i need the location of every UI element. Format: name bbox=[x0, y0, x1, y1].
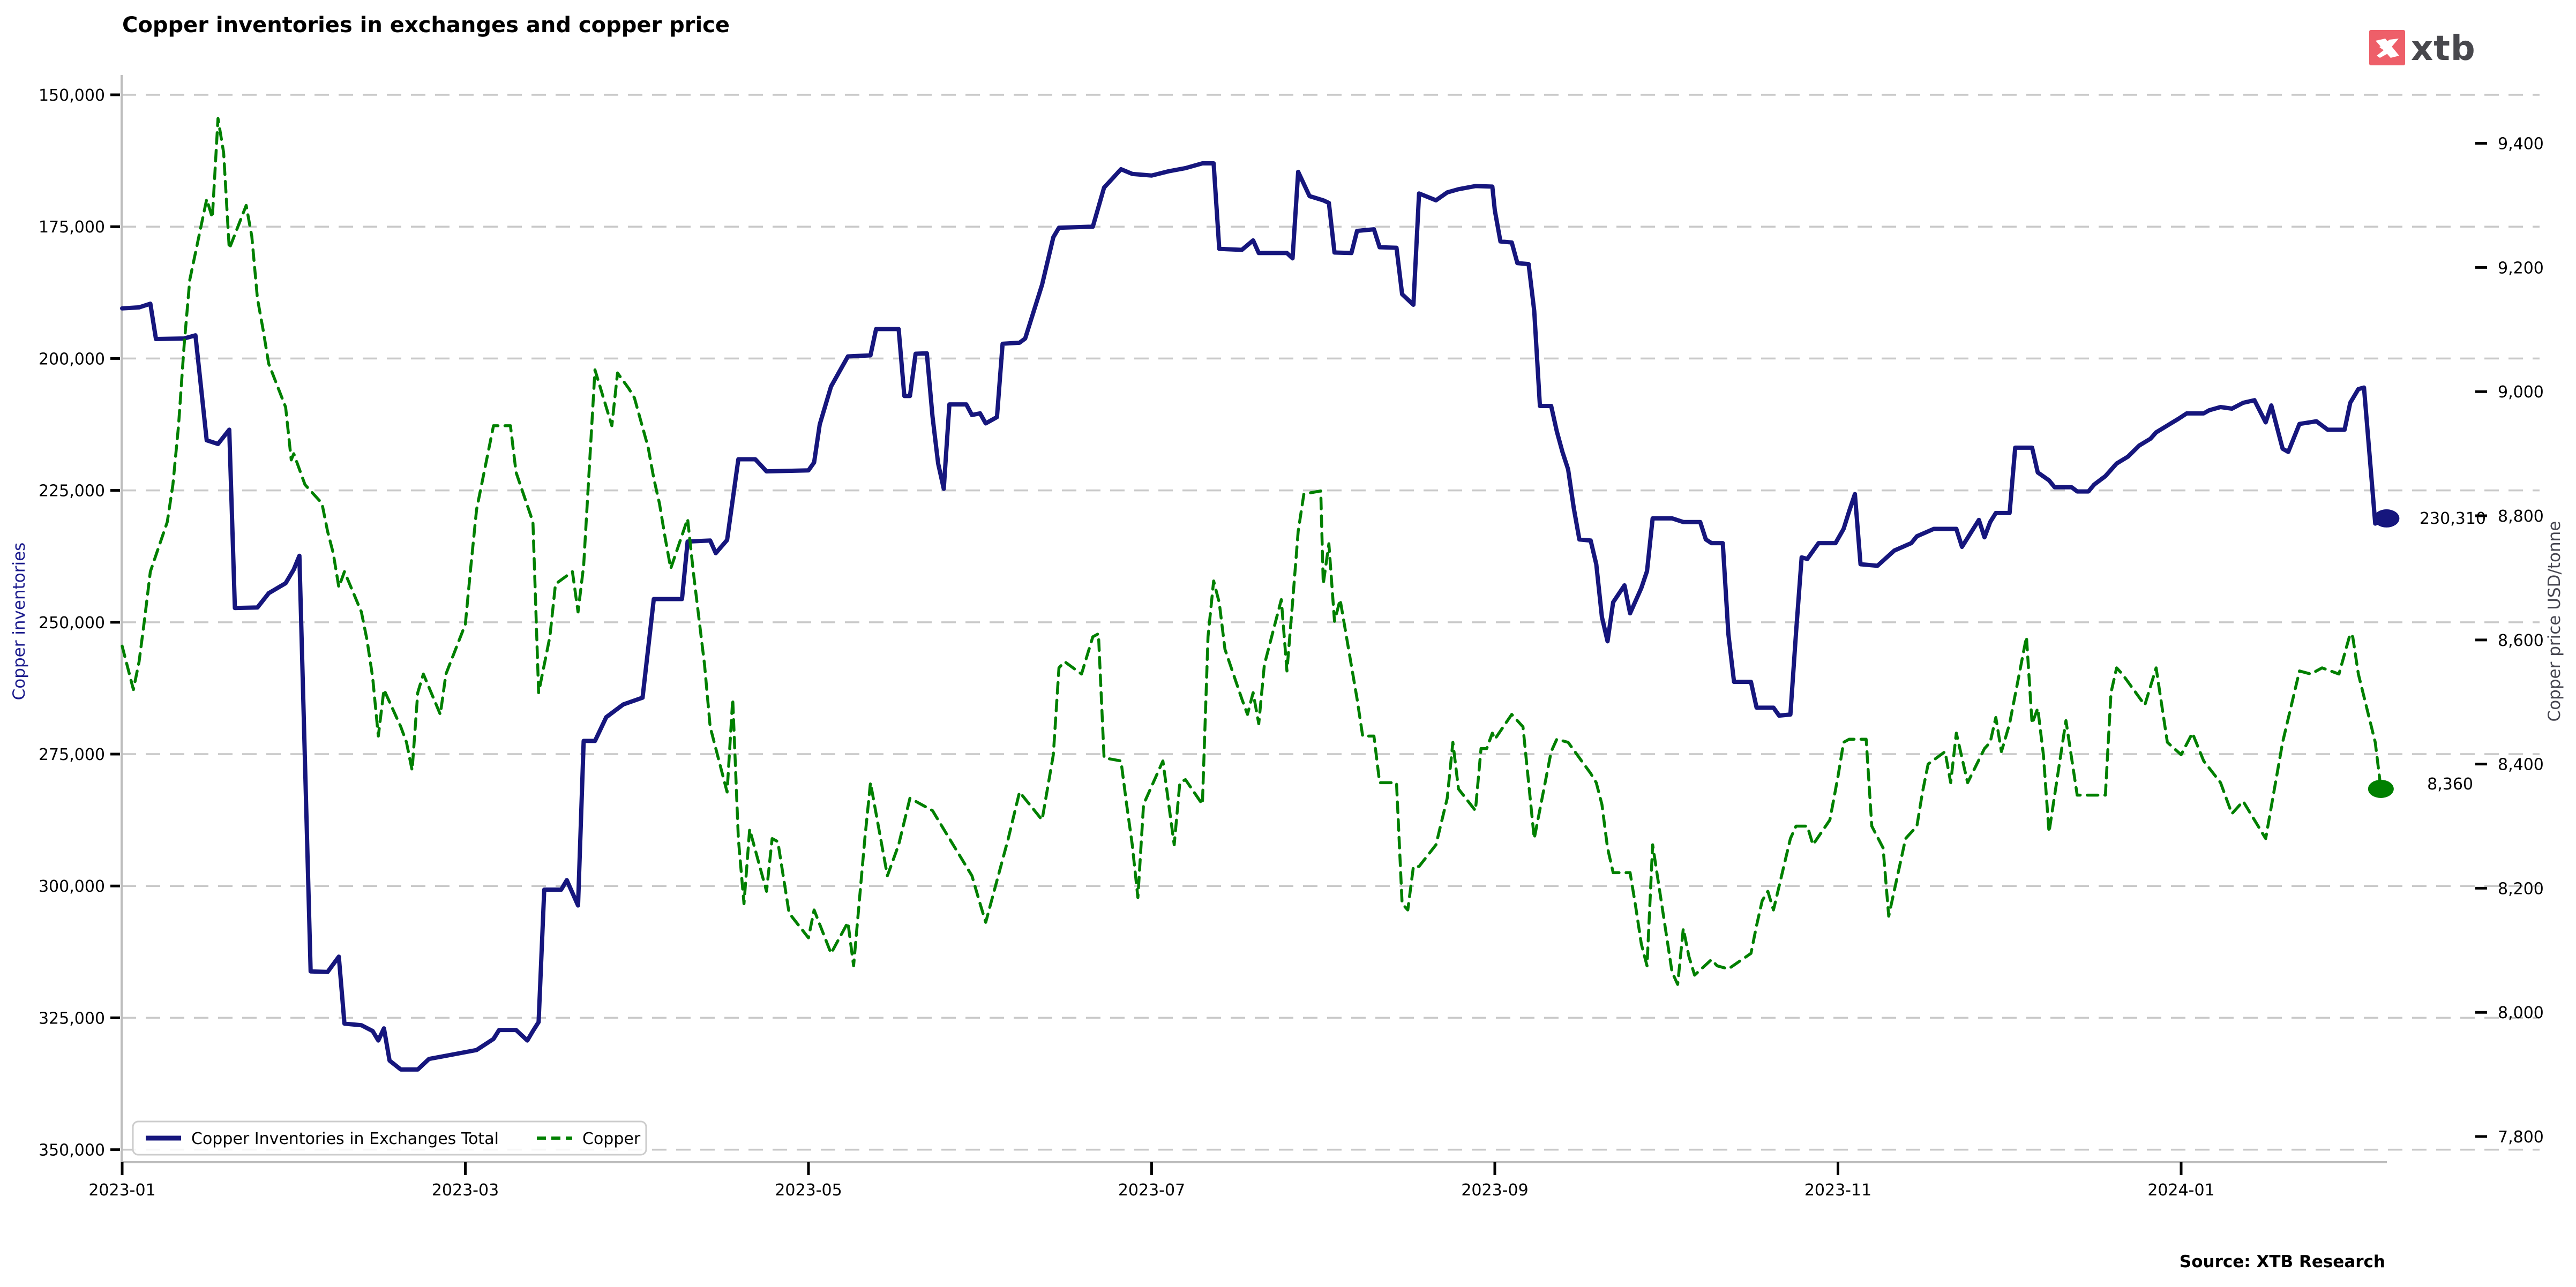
right-tick-label: 7,800 bbox=[2498, 1128, 2544, 1147]
x-icon bbox=[2376, 39, 2399, 58]
left-tick-label: 150,000 bbox=[39, 86, 105, 105]
x-tick-label: 2023-05 bbox=[775, 1181, 842, 1200]
x-tick-label: 2023-09 bbox=[1461, 1181, 1528, 1200]
inventories-end-label: 230,310 bbox=[2420, 509, 2486, 528]
right-tick-label: 9,200 bbox=[2498, 259, 2544, 277]
left-tick-label: 325,000 bbox=[39, 1009, 105, 1028]
right-tick-label: 8,000 bbox=[2498, 1004, 2544, 1022]
legend-label-inventories: Copper Inventories in Exchanges Total bbox=[191, 1130, 499, 1148]
x-tick-label: 2023-03 bbox=[432, 1181, 499, 1200]
right-axis-title: Copper price USD/tonne bbox=[2545, 521, 2564, 722]
right-tick-label: 8,800 bbox=[2498, 507, 2544, 526]
left-tick-label: 175,000 bbox=[39, 218, 105, 237]
price-end-dot bbox=[2368, 779, 2394, 798]
gridlines bbox=[122, 94, 2540, 1151]
source-note: Source: XTB Research bbox=[2180, 1252, 2385, 1271]
copper-price-line bbox=[121, 117, 2383, 986]
x-tick-label: 2023-07 bbox=[1118, 1181, 1185, 1200]
inventories-line bbox=[120, 161, 2389, 1072]
legend-box bbox=[132, 1120, 647, 1156]
x-tick-label: 2023-11 bbox=[1804, 1181, 1871, 1200]
legend: Copper Inventories in Exchanges Total Co… bbox=[132, 1120, 647, 1156]
legend-label-copper: Copper bbox=[582, 1130, 641, 1148]
left-tick-label: 300,000 bbox=[39, 877, 105, 896]
left-axis-ticks: 150,000 175,000 200,000 225,000 250,000 275,0… bbox=[39, 86, 120, 1160]
x-tick-label: 2024-01 bbox=[2147, 1181, 2214, 1200]
right-tick-label: 9,400 bbox=[2498, 135, 2544, 154]
xtb-logo: xtb bbox=[2369, 29, 2476, 69]
left-axis-title: Copper inventories bbox=[10, 543, 29, 701]
left-tick-label: 350,000 bbox=[39, 1141, 105, 1160]
x-tick-label: 2023-01 bbox=[88, 1181, 155, 1200]
series-lines bbox=[120, 117, 2400, 1072]
inventories-end-dot bbox=[2373, 509, 2400, 528]
left-tick-label: 225,000 bbox=[39, 482, 105, 501]
left-tick-label: 275,000 bbox=[39, 746, 105, 764]
axis-spines bbox=[121, 75, 2387, 1164]
right-tick-label: 8,200 bbox=[2498, 879, 2544, 898]
price-end-label: 8,360 bbox=[2427, 775, 2473, 794]
x-axis-ticks: 2023-01 2023-03 2023-05 2023-07 2023-09 2023-… bbox=[88, 1162, 2215, 1200]
right-tick-label: 8,400 bbox=[2498, 756, 2544, 774]
left-tick-label: 200,000 bbox=[39, 350, 105, 368]
right-axis-ticks: 9,400 9,200 9,000 8,800 8,600 8,400 8,200 8,000… bbox=[2475, 135, 2544, 1147]
right-tick-label: 8,600 bbox=[2498, 631, 2544, 650]
right-tick-label: 9,000 bbox=[2498, 383, 2544, 402]
left-tick-label: 250,000 bbox=[39, 614, 105, 633]
chart-title: Copper inventories in exchanges and copp… bbox=[122, 13, 730, 37]
xtb-logo-text: xtb bbox=[2411, 29, 2476, 69]
